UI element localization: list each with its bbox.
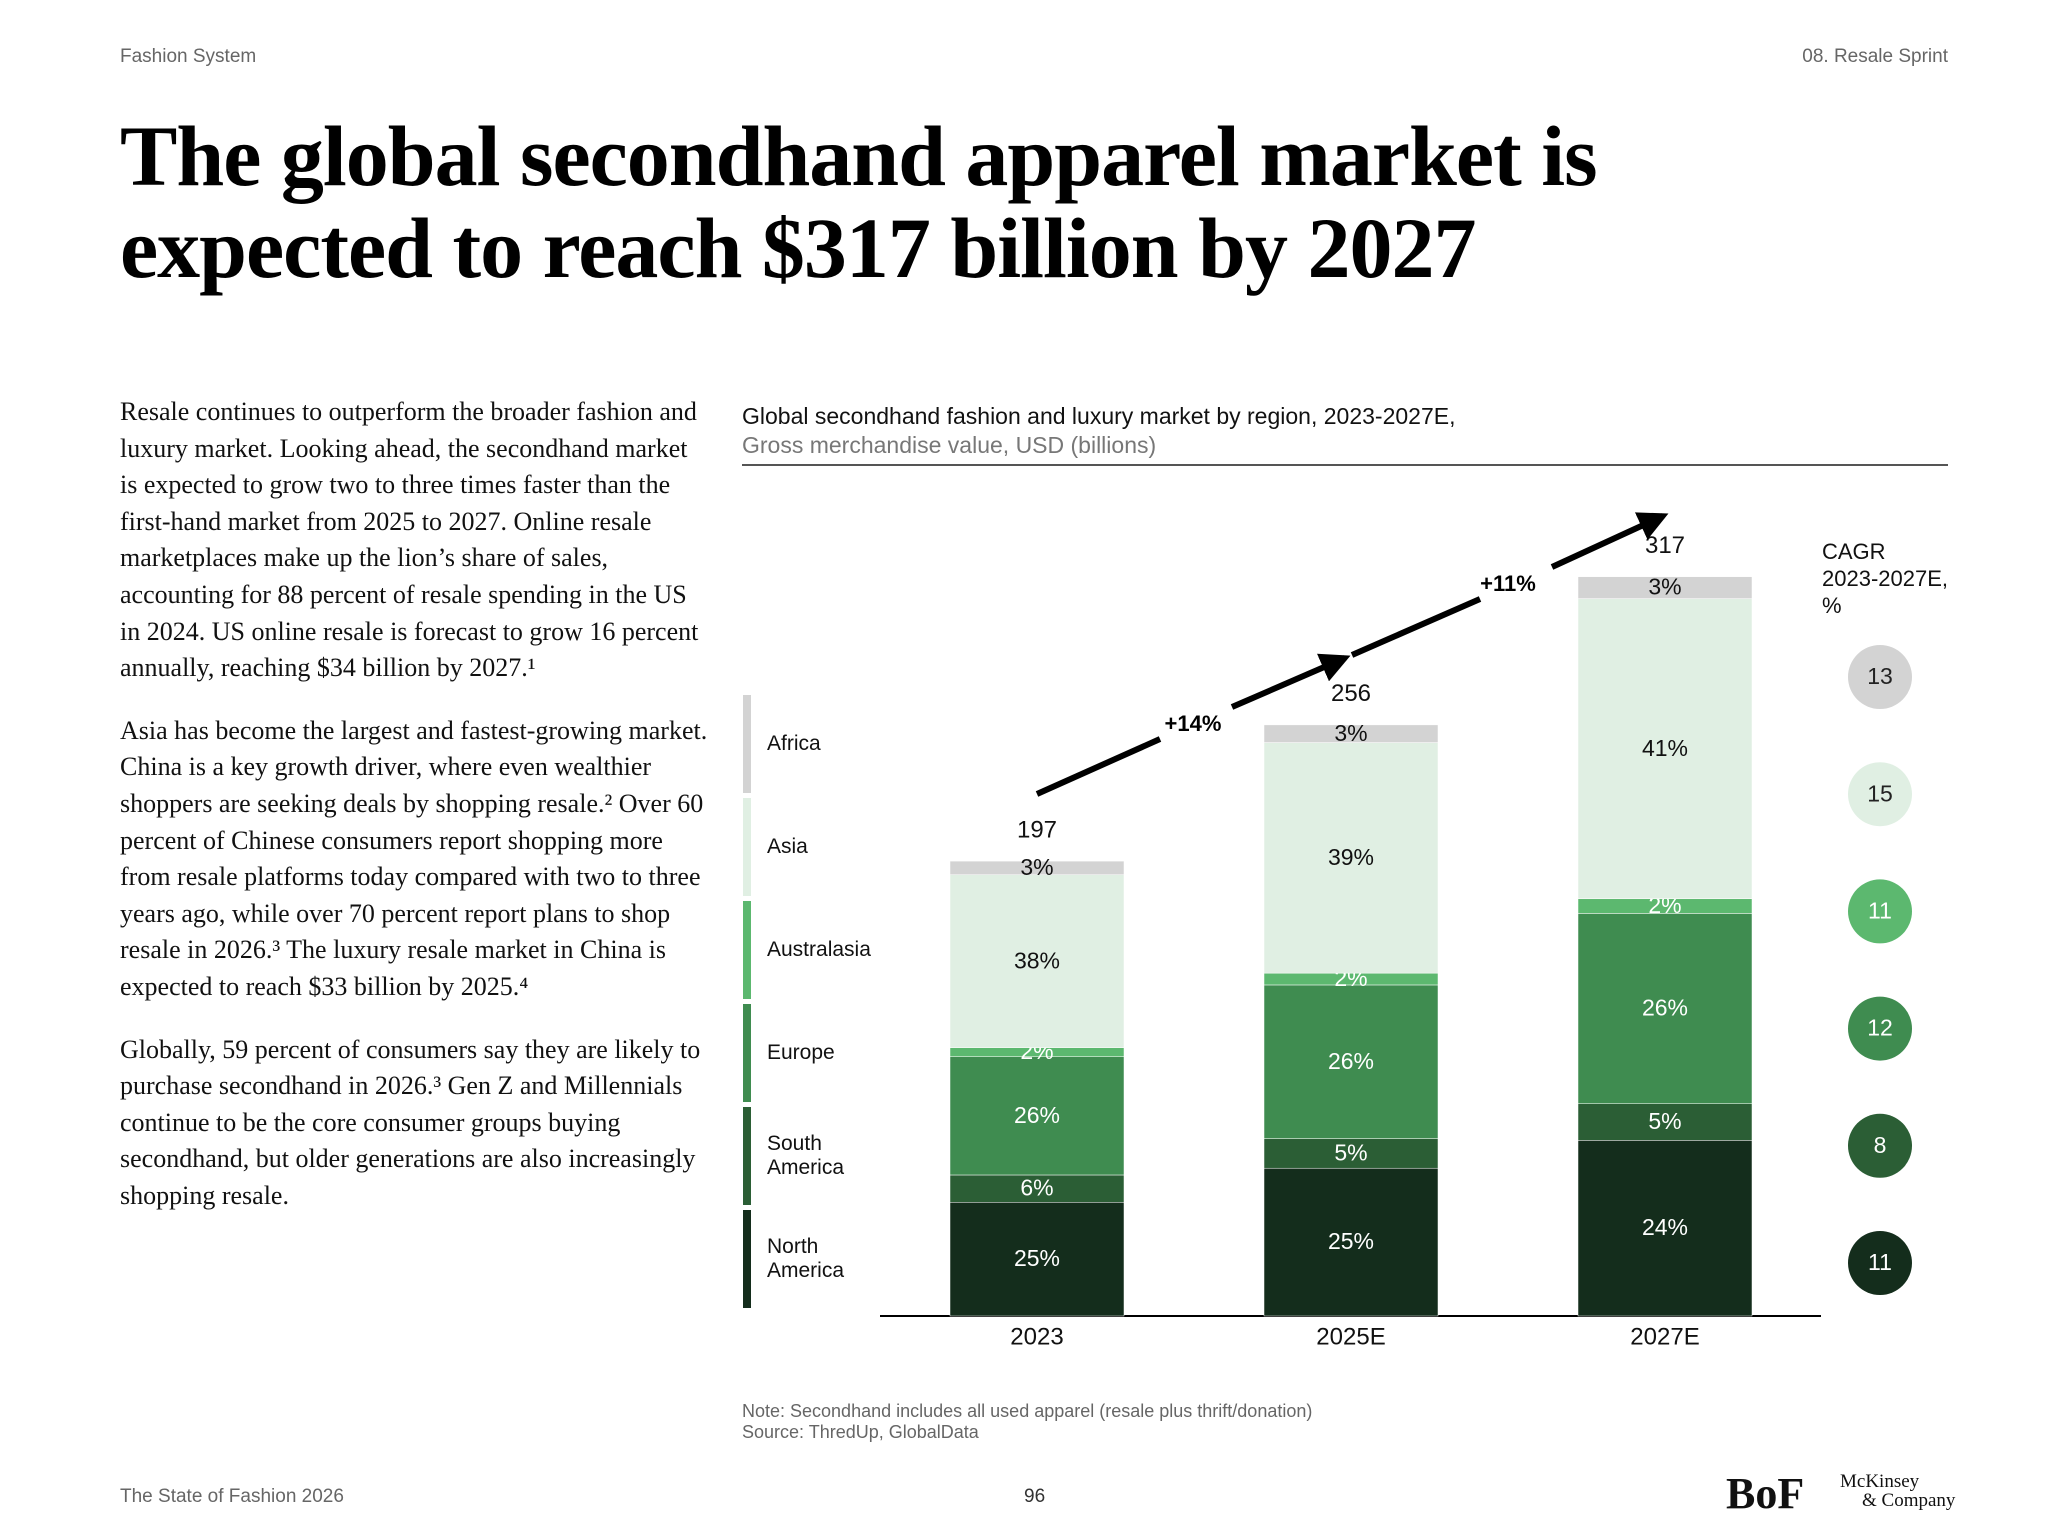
arrow — [1350, 596, 1482, 658]
segment-label: 6% — [1020, 1175, 1053, 1201]
segment-label: 24% — [1642, 1214, 1688, 1240]
cagr-circle — [1848, 1231, 1912, 1295]
body-text: Resale continues to outperform the broad… — [120, 394, 710, 1240]
bar-segment — [949, 1174, 1125, 1203]
segment-label: 25% — [1328, 1228, 1374, 1254]
arrow — [1035, 736, 1162, 797]
cagr-circle — [1848, 1113, 1912, 1178]
segment-label: 3% — [1648, 574, 1681, 600]
total-label: 317 — [1645, 532, 1685, 559]
legend-swatch — [743, 695, 751, 793]
growth-label: +14% — [1165, 711, 1222, 736]
paragraph: Globally, 59 percent of consumers say th… — [120, 1034, 701, 1210]
legend-label: Europe — [767, 1041, 835, 1064]
cagr-value: 13 — [1867, 663, 1893, 689]
legend-label: North America — [767, 1235, 845, 1282]
cagr-value: 8 — [1874, 1132, 1887, 1158]
x-tick-label: 2025E — [1316, 1323, 1385, 1350]
cagr-circle — [1848, 879, 1912, 944]
cagr-value: 11 — [1868, 1249, 1892, 1275]
cagr-value: 15 — [1867, 780, 1893, 806]
bar-segment — [1577, 576, 1753, 599]
bar-segment — [1263, 984, 1439, 1139]
page-title: The global secondhand apparel market is … — [120, 108, 1598, 296]
arrow — [1230, 653, 1351, 710]
paragraph: Asia has become the largest and fastest-… — [120, 715, 708, 1001]
segment-label: 38% — [1014, 947, 1060, 973]
legend-label: Asia — [767, 835, 808, 858]
legend-swatch — [743, 1004, 751, 1102]
bar-segment — [949, 1056, 1125, 1176]
legend-swatch — [743, 798, 751, 896]
legend-label: Australasia — [767, 938, 871, 961]
segment-label: 5% — [1648, 1108, 1681, 1134]
total-label: 256 — [1331, 680, 1371, 707]
segment-label: 41% — [1642, 735, 1688, 761]
bar-segment — [1263, 1138, 1439, 1169]
growth-label: +11% — [1480, 571, 1536, 596]
note: Note: Secondhand includes all used appar… — [742, 1401, 1313, 1421]
legend-label: Africa — [767, 732, 821, 755]
page-number: 96 — [1024, 1486, 1046, 1507]
bar-segment — [1263, 1167, 1439, 1317]
legend-swatch — [743, 901, 751, 999]
cagr-title: CAGR — [1822, 539, 1886, 564]
bar-segment — [1263, 724, 1439, 743]
bar-segment — [1577, 1140, 1753, 1317]
segment-label: 3% — [1334, 720, 1367, 746]
segment-label: 39% — [1328, 844, 1374, 870]
paragraph: Resale continues to outperform the broad… — [120, 397, 699, 683]
segment-label: 3% — [1020, 854, 1053, 880]
cagr-circle — [1848, 645, 1912, 709]
segment-label: 26% — [1014, 1102, 1060, 1128]
footer-left: The State of Fashion 2026 — [120, 1486, 344, 1507]
cagr-title: 2023-2027E, — [1822, 566, 1948, 591]
arrow — [1550, 512, 1669, 570]
segment-label: 5% — [1334, 1140, 1367, 1166]
cagr-circle — [1848, 996, 1912, 1061]
bar-segment — [1263, 742, 1439, 974]
header-left: Fashion System — [120, 46, 257, 67]
cagr-value: 11 — [1868, 897, 1892, 923]
segment-label: 26% — [1328, 1048, 1374, 1074]
logo-line: McKinsey — [1840, 1471, 1920, 1492]
segment-label: 25% — [1014, 1245, 1060, 1271]
cagr-value: 12 — [1867, 1015, 1893, 1041]
x-tick-label: 2023 — [1010, 1323, 1063, 1350]
bof-logo: BoF — [1726, 1469, 1805, 1518]
cagr-circle — [1848, 762, 1912, 827]
bar-segment — [949, 860, 1125, 875]
rule — [742, 464, 1948, 466]
chart-title: Global secondhand fashion and luxury mar… — [742, 403, 1456, 429]
source: Source: ThredUp, GlobalData — [742, 1422, 979, 1442]
header-right: 08. Resale Sprint — [1802, 46, 1948, 67]
chart-subtitle: Gross merchandise value, USD (billions) — [742, 432, 1157, 458]
x-tick-label: 2027E — [1630, 1323, 1699, 1350]
segment-label: 26% — [1642, 995, 1688, 1021]
bar-segment — [1577, 598, 1753, 900]
bar-segment — [949, 874, 1125, 1048]
total-label: 197 — [1017, 816, 1057, 843]
mckinsey-logo: McKinsey & Company — [1840, 1472, 1955, 1510]
legend-swatch — [743, 1107, 751, 1205]
legend-label: South America — [767, 1132, 845, 1179]
cagr-title: % — [1822, 593, 1842, 618]
legend-swatch — [743, 1210, 751, 1308]
logo-line: & Company — [1862, 1490, 1956, 1511]
